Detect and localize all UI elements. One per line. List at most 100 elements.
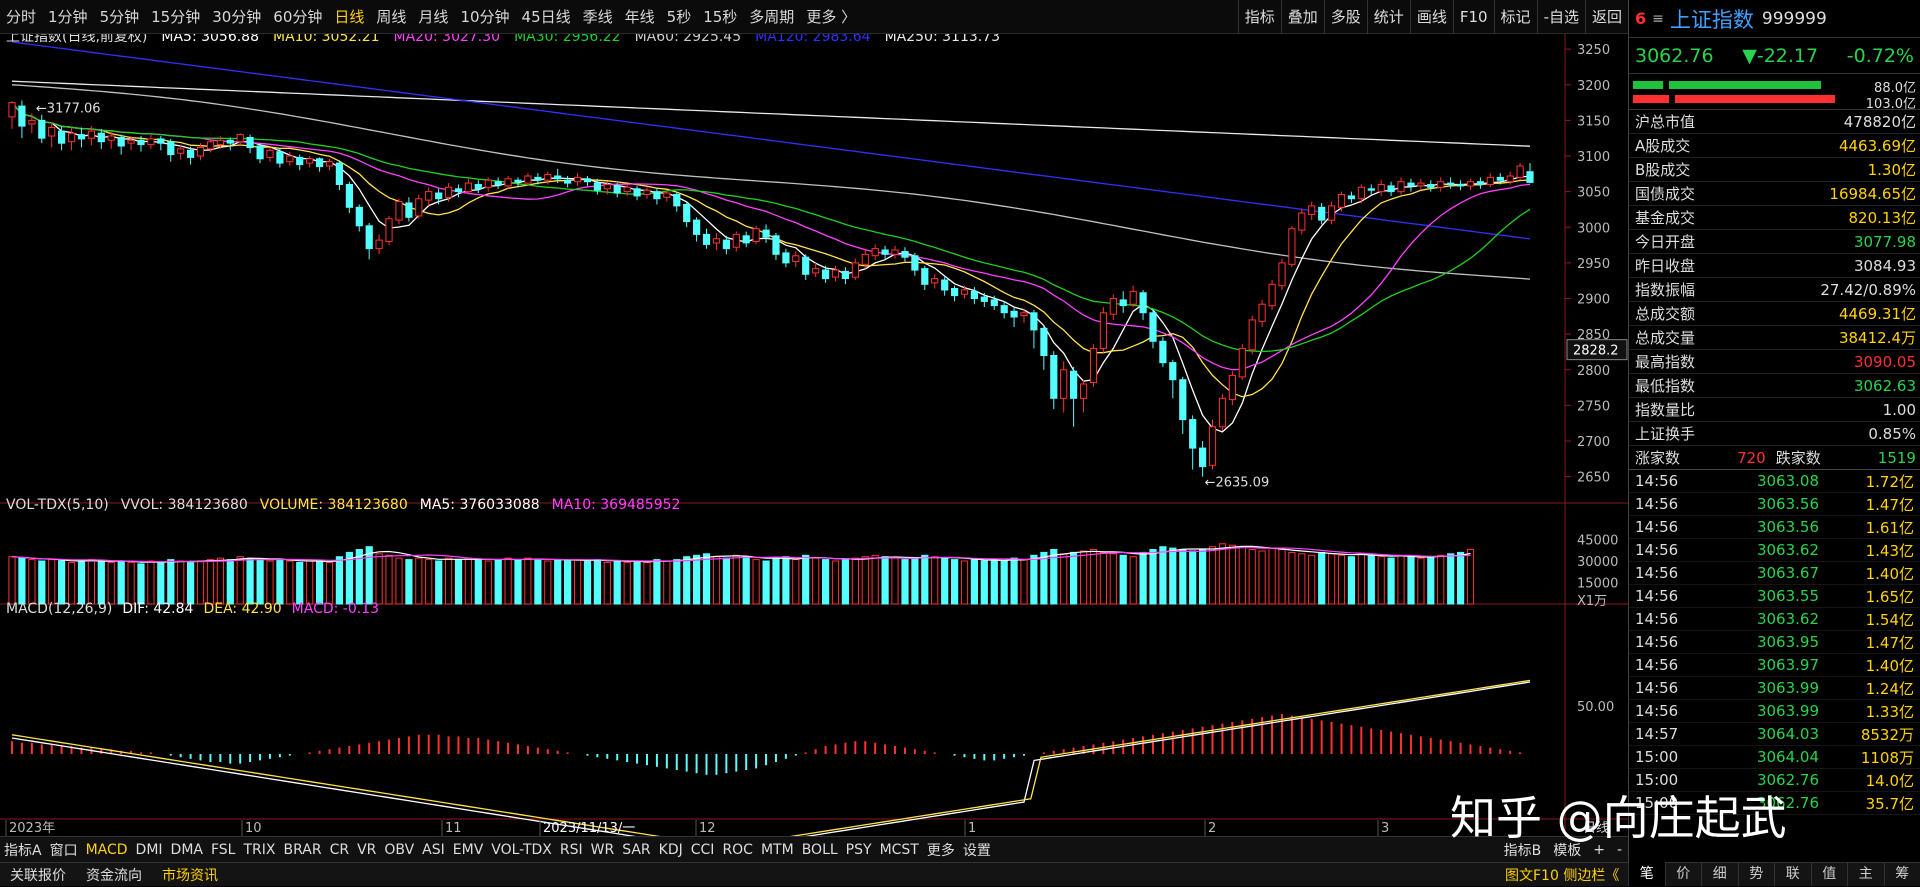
period-2[interactable]: 5分钟	[94, 6, 146, 27]
volume-bar	[108, 562, 114, 604]
volume-bar	[376, 554, 382, 604]
period-13[interactable]: 5秒	[661, 6, 698, 27]
candle	[703, 234, 709, 244]
indicator-7[interactable]: BRAR	[279, 842, 325, 858]
period-7[interactable]: 周线	[370, 6, 412, 27]
f10-sidebar-toggle[interactable]: 图文F10 侧边栏《	[1505, 865, 1619, 885]
candle	[1467, 182, 1473, 186]
period-14[interactable]: 15秒	[697, 6, 743, 27]
indicator-25[interactable]: 设置	[959, 840, 995, 860]
volume-bar	[297, 562, 303, 604]
indicator-10[interactable]: OBV	[380, 842, 418, 858]
period-4[interactable]: 30分钟	[206, 6, 267, 27]
indicator-19[interactable]: ROC	[718, 842, 757, 858]
toolbar-btn-1[interactable]: 叠加	[1281, 0, 1324, 34]
side-tab-5[interactable]: 值	[1811, 862, 1848, 886]
period-11[interactable]: 季线	[577, 6, 619, 27]
side-tab-4[interactable]: 联	[1774, 862, 1811, 886]
toolbar-btn-2[interactable]: 多股	[1324, 0, 1367, 34]
period-16[interactable]: 更多 〉	[800, 6, 862, 27]
volume-bar	[674, 560, 680, 604]
candle	[1180, 380, 1186, 420]
menu-icon[interactable]: ≡	[1652, 11, 1664, 27]
date-label: 2023年	[9, 821, 55, 836]
period-0[interactable]: 分时	[0, 6, 42, 27]
green-bar-short	[1633, 81, 1663, 89]
toolbar-btn-6[interactable]: 标记	[1494, 0, 1537, 34]
market-news-link[interactable]: 市场资讯	[152, 865, 228, 885]
stock-name[interactable]: 上证指数	[1670, 4, 1754, 34]
indicator-20[interactable]: MTM	[757, 842, 798, 858]
period-10[interactable]: 45日线	[516, 6, 577, 27]
price-axis-label: 3250	[1577, 43, 1610, 58]
volume-bar	[1081, 551, 1087, 604]
candle	[1388, 186, 1394, 192]
period-12[interactable]: 年线	[619, 6, 661, 27]
volume-bar	[1319, 552, 1325, 604]
candle	[39, 120, 45, 138]
candle	[694, 220, 700, 234]
indicator-3[interactable]: DMI	[132, 842, 167, 858]
volume-bar	[823, 560, 829, 604]
stat-value: 3090.05	[1854, 353, 1916, 371]
volume-bar	[852, 558, 858, 604]
side-tab-2[interactable]: 细	[1701, 862, 1738, 886]
indicator-0[interactable]: 指标A	[0, 840, 46, 860]
indicator-18[interactable]: CCI	[687, 842, 719, 858]
period-3[interactable]: 15分钟	[145, 6, 206, 27]
candle	[1418, 183, 1424, 186]
indicator-4[interactable]: DMA	[167, 842, 207, 858]
fund-flow-link[interactable]: 资金流向	[76, 865, 152, 885]
stat-label: 上证换手	[1635, 423, 1695, 444]
indicator-15[interactable]: WR	[587, 842, 619, 858]
side-tab-1[interactable]: 价	[1665, 862, 1702, 886]
indicator-22[interactable]: PSY	[842, 842, 876, 858]
indicator-17[interactable]: KDJ	[655, 842, 687, 858]
indicator-5[interactable]: FSL	[207, 842, 240, 858]
period-9[interactable]: 10分钟	[454, 6, 515, 27]
period-1[interactable]: 1分钟	[42, 6, 94, 27]
volume-bar	[604, 562, 610, 604]
volume-bar	[793, 560, 799, 604]
indicator-1[interactable]: 窗口	[46, 840, 82, 860]
indicator-14[interactable]: RSI	[556, 842, 587, 858]
indicator-8[interactable]: CR	[326, 842, 354, 858]
vol-axis-label: X1万	[1577, 594, 1607, 609]
volume-bar	[1309, 555, 1315, 604]
indicator-23[interactable]: MCST	[876, 842, 923, 858]
candle	[446, 187, 452, 197]
period-6[interactable]: 日线	[328, 6, 370, 27]
related-quote-link[interactable]: 关联报价	[0, 865, 76, 885]
toolbar-btn-5[interactable]: F10	[1453, 0, 1494, 34]
period-8[interactable]: 月线	[412, 6, 454, 27]
indicator-16[interactable]: SAR	[618, 842, 654, 858]
side-tab-0[interactable]: 笔	[1628, 862, 1665, 886]
indicator-6[interactable]: TRIX	[239, 842, 279, 858]
side-tab-3[interactable]: 势	[1738, 862, 1775, 886]
toolbar-btn-4[interactable]: 画线	[1410, 0, 1453, 34]
volume-bar	[763, 561, 769, 604]
indicator-21[interactable]: BOLL	[798, 842, 842, 858]
period-5[interactable]: 60分钟	[267, 6, 328, 27]
toolbar-btn-0[interactable]: 指标	[1238, 0, 1281, 34]
volume-bar	[257, 560, 263, 604]
indicator-2[interactable]: MACD	[82, 842, 132, 858]
indicator-13[interactable]: VOL-TDX	[487, 842, 556, 858]
main-legend-title: 上证指数(日线,前复权)	[6, 34, 147, 45]
toolbar-btn-7[interactable]: -自选	[1537, 0, 1585, 34]
side-tab-7[interactable]: 筹	[1884, 862, 1920, 886]
indicator-12[interactable]: EMV	[449, 842, 488, 858]
indicator-9[interactable]: VR	[353, 842, 380, 858]
period-15[interactable]: 多周期	[743, 6, 800, 27]
indicator-11[interactable]: ASI	[418, 842, 449, 858]
toolbar-btn-8[interactable]: 返回	[1585, 0, 1628, 34]
volume-bar	[1249, 550, 1255, 605]
kline-chart[interactable]: 3250320031503100305030002950290028502800…	[0, 34, 1628, 836]
side-tab-6[interactable]: 主	[1847, 862, 1884, 886]
candle	[1279, 263, 1285, 286]
indicator-24[interactable]: 更多	[923, 840, 959, 860]
toolbar-btn-3[interactable]: 统计	[1367, 0, 1410, 34]
